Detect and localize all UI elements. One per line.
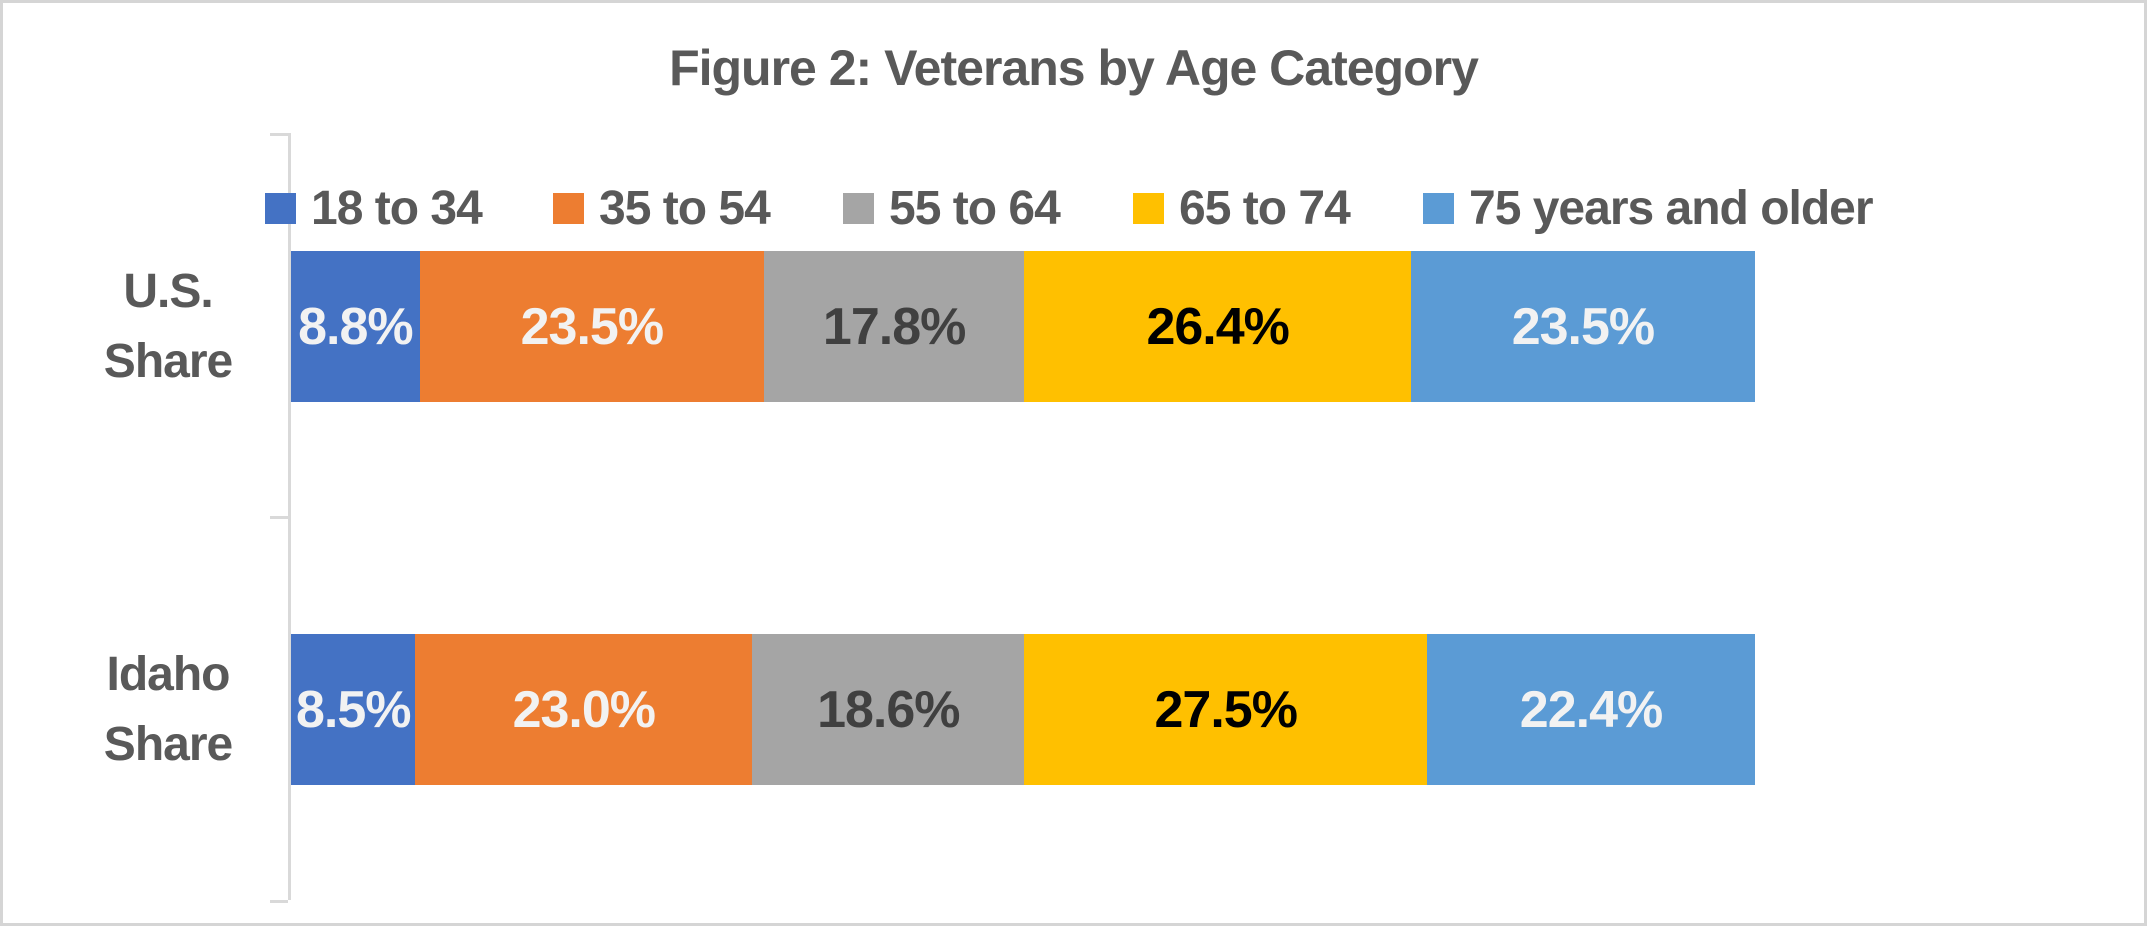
legend-item-75-years-and-older: 75 years and older (1423, 181, 1874, 236)
bar-idaho-share: 8.5% 23.0% 18.6% 27.5% 22.4% (291, 634, 1755, 785)
data-label: 23.0% (512, 680, 656, 739)
bar-segment-u-s-share-75-years-and-older: 23.5% (1410, 251, 1755, 402)
bar-segment-idaho-share-65-to-74: 27.5% (1024, 634, 1428, 785)
legend-swatch-icon (553, 193, 584, 224)
data-label: 17.8% (822, 297, 966, 356)
category-label-idaho-share: Idaho Share (103, 647, 233, 771)
axis-tick-1 (270, 516, 288, 519)
data-label: 18.6% (817, 680, 960, 739)
category-axis-line (288, 133, 291, 900)
data-label: 8.8% (298, 297, 414, 356)
legend-item-label: 75 years and older (1469, 182, 1874, 235)
category-label-u-s-share: U.S. Share (103, 264, 233, 388)
legend-item-55-to-64: 55 to 64 (843, 181, 1061, 236)
bar-segment-idaho-share-35-to-54: 23.0% (415, 634, 753, 785)
legend-item-label: 65 to 74 (1179, 182, 1351, 235)
legend-item-35-to-54: 35 to 54 (553, 181, 771, 236)
legend-swatch-icon (265, 193, 296, 224)
axis-tick-2 (270, 900, 288, 903)
legend-swatch-icon (843, 193, 874, 224)
bar-segment-u-s-share-55-to-64: 17.8% (763, 251, 1025, 402)
bar-segment-u-s-share-18-to-34: 8.8% (291, 251, 420, 402)
legend-item-label: 18 to 34 (311, 182, 483, 235)
legend-item-label: 35 to 54 (599, 182, 771, 235)
bar-u-s-share: 8.8% 23.5% 17.8% 26.4% 23.5% (291, 251, 1755, 402)
data-label: 26.4% (1146, 297, 1289, 356)
legend-item-18-to-34: 18 to 34 (265, 181, 483, 236)
data-label: 23.5% (1511, 297, 1655, 356)
bar-segment-u-s-share-65-to-74: 26.4% (1024, 251, 1411, 402)
legend-swatch-icon (1423, 193, 1454, 224)
bar-segment-idaho-share-18-to-34: 8.5% (291, 634, 416, 785)
bar-segment-idaho-share-75-years-and-older: 22.4% (1427, 634, 1755, 785)
bar-segment-u-s-share-35-to-54: 23.5% (419, 251, 764, 402)
legend-item-label: 55 to 64 (889, 182, 1061, 235)
legend-swatch-icon (1133, 193, 1164, 224)
data-label: 27.5% (1154, 680, 1298, 739)
axis-tick-0 (270, 133, 288, 136)
bar-segment-idaho-share-55-to-64: 18.6% (752, 634, 1025, 785)
data-label: 23.5% (520, 297, 664, 356)
legend-item-65-to-74: 65 to 74 (1133, 181, 1351, 236)
data-label: 22.4% (1519, 680, 1663, 739)
data-label: 8.5% (295, 680, 412, 739)
chart-title: Figure 2: Veterans by Age Category (669, 40, 1479, 96)
